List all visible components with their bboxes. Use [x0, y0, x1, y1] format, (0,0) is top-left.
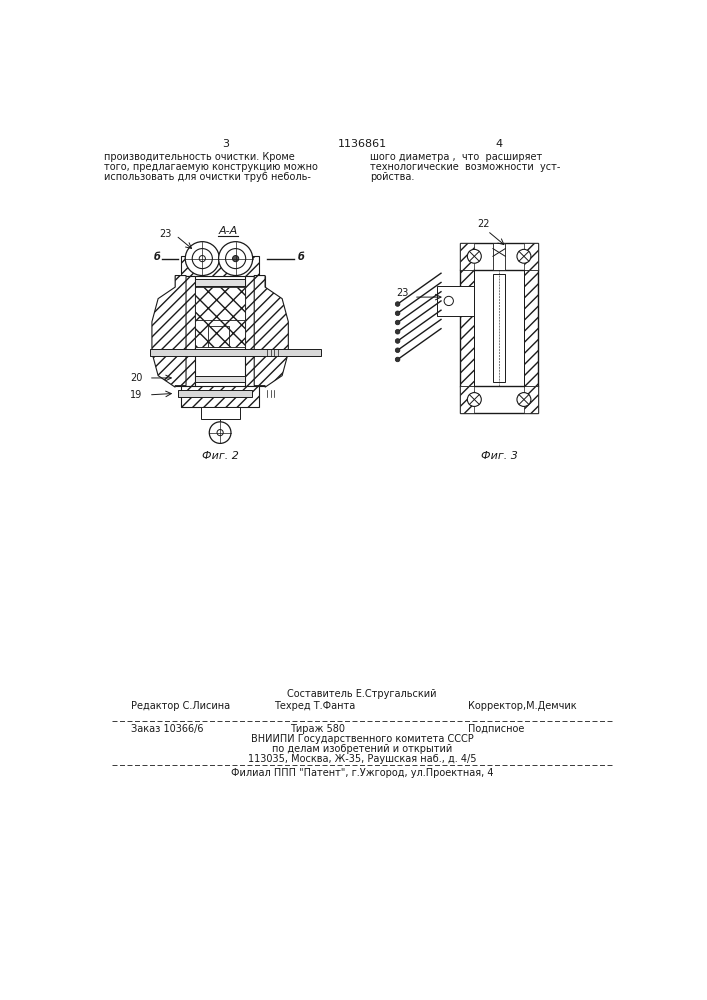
Polygon shape	[152, 276, 186, 387]
Text: 113035, Москва, Ж-35, Раушская наб., д. 4/5: 113035, Москва, Ж-35, Раушская наб., д. …	[247, 754, 477, 764]
Bar	[524, 243, 538, 270]
Text: 20: 20	[130, 373, 143, 383]
Bar	[177, 389, 252, 397]
Bar	[493, 243, 506, 270]
Bar	[460, 386, 538, 413]
Bar	[182, 386, 259, 407]
Bar	[460, 243, 538, 270]
Text: шого диаметра ,  что  расширяет: шого диаметра , что расширяет	[370, 152, 542, 162]
Text: Фиг. 3: Фиг. 3	[481, 451, 518, 461]
Text: производительность очистки. Кроме: производительность очистки. Кроме	[104, 152, 295, 162]
Text: 22: 22	[477, 219, 490, 229]
Text: б: б	[153, 252, 160, 262]
Circle shape	[218, 242, 252, 276]
Circle shape	[209, 422, 231, 443]
Circle shape	[467, 249, 481, 263]
Text: A-A: A-A	[218, 226, 238, 235]
Text: 23: 23	[159, 229, 171, 239]
Bar	[524, 270, 538, 386]
Text: Тираж 580: Тираж 580	[290, 724, 345, 734]
Text: того, предлагаемую конструкцию можно: того, предлагаемую конструкцию можно	[104, 162, 317, 172]
Bar	[460, 243, 474, 270]
Circle shape	[199, 256, 206, 262]
Circle shape	[395, 357, 400, 362]
Text: 3: 3	[222, 139, 229, 149]
Text: ВНИИПИ Государственного комитета СССР: ВНИИПИ Государственного комитета СССР	[250, 734, 473, 744]
Bar	[437, 286, 474, 316]
Bar	[175, 276, 195, 386]
Circle shape	[395, 348, 400, 353]
Bar	[208, 326, 230, 347]
Text: 1136861: 1136861	[337, 139, 387, 149]
Circle shape	[517, 249, 531, 263]
Bar	[493, 274, 506, 382]
Bar	[195, 279, 245, 286]
Circle shape	[517, 393, 531, 406]
Circle shape	[185, 242, 219, 276]
Circle shape	[395, 329, 400, 334]
Text: 19: 19	[130, 390, 143, 400]
Text: ройства.: ройства.	[370, 172, 414, 182]
Bar	[182, 256, 259, 276]
Bar	[245, 276, 265, 386]
Text: Филиал ППП "Патент", г.Ужгород, ул.Проектная, 4: Филиал ППП "Патент", г.Ужгород, ул.Проек…	[230, 768, 493, 778]
Text: Заказ 10366/6: Заказ 10366/6	[131, 724, 204, 734]
Text: б: б	[298, 252, 305, 262]
Bar	[524, 386, 538, 413]
Text: технологические  возможности  уст-: технологические возможности уст-	[370, 162, 560, 172]
Circle shape	[226, 249, 246, 269]
Text: Техред Т.Фанта: Техред Т.Фанта	[274, 701, 356, 711]
Text: 4: 4	[496, 139, 503, 149]
Circle shape	[233, 256, 239, 262]
Text: Составитель Е.Стругальский: Составитель Е.Стругальский	[287, 689, 437, 699]
Text: Фиг. 2: Фиг. 2	[201, 451, 238, 461]
Circle shape	[395, 339, 400, 343]
Bar	[201, 407, 240, 419]
Circle shape	[395, 320, 400, 325]
Polygon shape	[255, 276, 288, 387]
Text: Редактор С.Лисина: Редактор С.Лисина	[131, 701, 230, 711]
Bar	[195, 320, 245, 347]
Bar	[151, 349, 321, 356]
Circle shape	[217, 430, 223, 436]
Bar	[460, 270, 474, 386]
Circle shape	[444, 296, 453, 306]
Bar	[195, 376, 245, 382]
Circle shape	[395, 311, 400, 316]
Circle shape	[467, 393, 481, 406]
Text: 23: 23	[396, 288, 409, 298]
Text: по делам изобретений и открытий: по делам изобретений и открытий	[271, 744, 452, 754]
Circle shape	[395, 302, 400, 306]
Circle shape	[192, 249, 212, 269]
Text: Корректор,М.Демчик: Корректор,М.Демчик	[468, 701, 577, 711]
Text: Подписное: Подписное	[468, 724, 525, 734]
Bar	[195, 287, 245, 333]
Bar	[460, 386, 474, 413]
Text: использовать для очистки труб неболь-: использовать для очистки труб неболь-	[104, 172, 311, 182]
